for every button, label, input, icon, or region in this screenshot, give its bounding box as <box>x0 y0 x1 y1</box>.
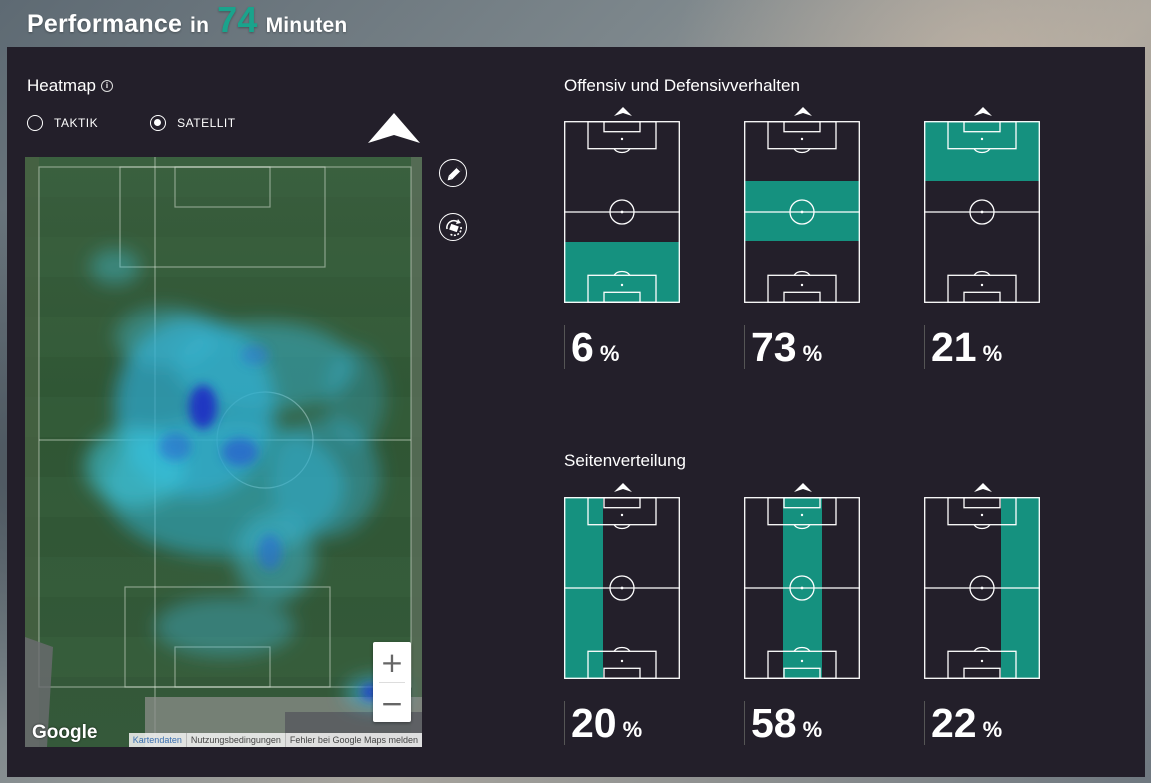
title-in: in <box>190 14 210 37</box>
percentage-value: 58 <box>751 700 797 746</box>
pitch-diagram-left <box>564 497 680 679</box>
radio-satellit[interactable]: SATELLIT <box>150 115 235 131</box>
percentage-unit: % <box>982 717 1003 742</box>
percentage-midfield: 73 % <box>744 325 822 369</box>
title-performance: Performance <box>27 10 183 38</box>
heatmap-section-title: Heatmap i <box>27 76 113 96</box>
percentage-defense: 6 % <box>564 325 619 369</box>
percentage-unit: % <box>622 717 643 742</box>
percentage-value: 21 <box>931 324 977 370</box>
heatmap-satellite-map[interactable]: + − Google Kartendaten Nutzungsbedingung… <box>25 157 422 747</box>
radio-taktik[interactable]: TAKTIK <box>27 115 98 131</box>
info-icon[interactable]: i <box>100 80 113 92</box>
percentage-unit: % <box>802 341 823 366</box>
zoom-divider <box>379 682 405 683</box>
percentage-right: 22 % <box>924 701 1002 745</box>
percentage-left: 20 % <box>564 701 642 745</box>
zoom-in-button[interactable]: + <box>373 642 411 682</box>
direction-arrow-icon <box>614 107 632 116</box>
direction-arrow-icon <box>794 107 812 116</box>
pencil-icon <box>447 166 462 181</box>
percentage-unit: % <box>802 717 823 742</box>
radio-taktik-label[interactable]: TAKTIK <box>54 116 99 130</box>
radio-satellit-label[interactable]: SATELLIT <box>177 116 236 130</box>
sides-section-title: Seitenverteilung <box>564 451 686 470</box>
heatmap-title: Heatmap <box>27 76 96 95</box>
terms-link[interactable]: Nutzungsbedingungen <box>185 733 285 747</box>
pitch-diagram-attack <box>924 121 1040 303</box>
percentage-value: 73 <box>751 324 797 370</box>
direction-arrow-icon <box>794 483 812 492</box>
percentage-unit: % <box>982 341 1003 366</box>
zoom-out-button[interactable]: − <box>373 683 411 723</box>
direction-arrow-icon <box>974 107 992 116</box>
direction-arrow-icon <box>974 483 992 492</box>
title-minutes-label: Minuten <box>265 14 348 37</box>
offensive-section-title: Offensiv und Defensivverhalten <box>564 76 800 95</box>
percentage-center: 58 % <box>744 701 822 745</box>
map-zoom-control: + − <box>373 642 411 722</box>
minutes-played: 74 <box>217 0 258 40</box>
pitch-diagram-center <box>744 497 860 679</box>
pitch-diagram-defense <box>564 121 680 303</box>
percentage-unit: % <box>599 341 620 366</box>
pitch-diagram-right <box>924 497 1040 679</box>
page-title: Performance in 74 Minuten <box>27 2 347 42</box>
direction-arrow-icon <box>614 483 632 492</box>
draw-tool-button[interactable] <box>439 159 467 187</box>
map-mode-radio-group: TAKTIK SATELLIT <box>27 115 236 131</box>
radio-satellit-indicator[interactable] <box>150 115 167 131</box>
percentage-value: 20 <box>571 700 617 746</box>
report-error-link[interactable]: Fehler bei Google Maps melden <box>284 733 422 747</box>
map-data-link[interactable]: Kartendaten <box>132 735 182 745</box>
percentage-attack: 21 % <box>924 325 1002 369</box>
percentage-value: 22 <box>931 700 977 746</box>
heatmap-overlay <box>25 157 422 747</box>
radio-taktik-indicator[interactable] <box>27 115 43 131</box>
map-footer: Kartendaten Nutzungsbedingungen Fehler b… <box>128 733 422 747</box>
pitch-diagram-midfield <box>744 121 860 303</box>
play-direction-arrow-icon <box>368 113 420 143</box>
performance-panel: Heatmap i TAKTIK SATELLIT <box>7 47 1145 777</box>
google-logo[interactable]: Google <box>32 722 98 743</box>
percentage-value: 6 <box>571 324 594 370</box>
rotate-icon <box>446 219 462 237</box>
rotate-tool-button[interactable] <box>439 213 467 241</box>
